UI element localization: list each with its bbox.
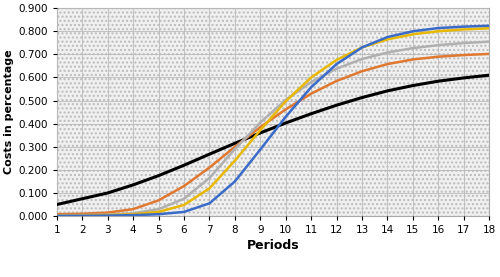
PS1(t) — [80, 212, 86, 216]
PS1(t) — [359, 70, 365, 73]
PS2(t) — [486, 40, 492, 43]
PS1(t) — [232, 145, 238, 148]
PS3(t) — [54, 214, 60, 217]
TQC(t) — [156, 174, 162, 177]
TQC(t) — [308, 112, 314, 116]
Line: TQC(t): TQC(t) — [57, 75, 489, 204]
PS2(t) — [461, 41, 467, 45]
PS3(t) — [461, 28, 467, 31]
PS4(t) — [334, 62, 340, 66]
PS2(t) — [181, 197, 187, 200]
PS2(t) — [104, 213, 110, 216]
PS1(t) — [486, 52, 492, 56]
TQC(t) — [334, 104, 340, 107]
PS4(t) — [384, 35, 390, 39]
PS2(t) — [283, 98, 289, 102]
PS1(t) — [308, 92, 314, 95]
TQC(t) — [54, 203, 60, 206]
PS4(t) — [410, 30, 416, 33]
PS2(t) — [436, 43, 442, 47]
PS3(t) — [104, 214, 110, 217]
PS3(t) — [80, 214, 86, 217]
PS1(t) — [206, 166, 212, 169]
PS2(t) — [156, 207, 162, 211]
TQC(t) — [486, 73, 492, 77]
TQC(t) — [130, 183, 136, 186]
PS4(t) — [232, 180, 238, 183]
TQC(t) — [436, 79, 442, 83]
PS3(t) — [130, 212, 136, 216]
TQC(t) — [181, 164, 187, 167]
PS4(t) — [486, 24, 492, 27]
PS3(t) — [359, 46, 365, 49]
PS1(t) — [130, 207, 136, 211]
PS3(t) — [436, 30, 442, 33]
PS4(t) — [104, 214, 110, 217]
PS1(t) — [54, 212, 60, 216]
PS3(t) — [232, 159, 238, 162]
PS1(t) — [410, 58, 416, 61]
Line: PS4(t): PS4(t) — [57, 26, 489, 216]
PS2(t) — [410, 47, 416, 50]
PS2(t) — [206, 176, 212, 179]
TQC(t) — [232, 142, 238, 145]
PS2(t) — [54, 214, 60, 217]
PS1(t) — [181, 184, 187, 188]
TQC(t) — [359, 96, 365, 99]
Y-axis label: Costs in percentage: Costs in percentage — [4, 50, 14, 175]
PS2(t) — [130, 212, 136, 215]
PS3(t) — [156, 210, 162, 214]
PS1(t) — [104, 211, 110, 214]
Line: PS3(t): PS3(t) — [57, 28, 489, 216]
TQC(t) — [384, 89, 390, 93]
TQC(t) — [410, 84, 416, 87]
X-axis label: Periods: Periods — [246, 239, 300, 252]
PS4(t) — [156, 212, 162, 216]
PS1(t) — [258, 125, 264, 129]
PS1(t) — [436, 55, 442, 58]
TQC(t) — [206, 153, 212, 156]
PS4(t) — [54, 214, 60, 217]
PS1(t) — [334, 79, 340, 83]
PS3(t) — [206, 187, 212, 190]
Line: PS2(t): PS2(t) — [57, 42, 489, 215]
PS2(t) — [258, 121, 264, 124]
TQC(t) — [283, 121, 289, 125]
PS2(t) — [334, 67, 340, 70]
PS1(t) — [283, 108, 289, 111]
PS2(t) — [232, 147, 238, 151]
TQC(t) — [80, 197, 86, 200]
TQC(t) — [258, 131, 264, 135]
PS2(t) — [80, 214, 86, 217]
PS2(t) — [359, 57, 365, 61]
TQC(t) — [461, 76, 467, 79]
PS3(t) — [283, 100, 289, 103]
PS2(t) — [308, 80, 314, 84]
PS3(t) — [258, 129, 264, 132]
TQC(t) — [104, 191, 110, 195]
PS3(t) — [486, 27, 492, 30]
PS4(t) — [206, 202, 212, 205]
PS4(t) — [258, 148, 264, 151]
PS4(t) — [130, 214, 136, 217]
PS3(t) — [308, 76, 314, 79]
PS1(t) — [156, 199, 162, 202]
PS4(t) — [308, 86, 314, 89]
PS3(t) — [410, 33, 416, 36]
PS4(t) — [359, 46, 365, 49]
PS3(t) — [334, 58, 340, 61]
PS4(t) — [436, 26, 442, 30]
PS1(t) — [384, 62, 390, 66]
PS4(t) — [181, 210, 187, 214]
PS1(t) — [461, 53, 467, 57]
PS3(t) — [384, 38, 390, 41]
Line: PS1(t): PS1(t) — [57, 54, 489, 214]
PS3(t) — [181, 203, 187, 207]
PS4(t) — [461, 25, 467, 28]
PS4(t) — [283, 115, 289, 118]
PS4(t) — [80, 214, 86, 217]
PS2(t) — [384, 51, 390, 54]
